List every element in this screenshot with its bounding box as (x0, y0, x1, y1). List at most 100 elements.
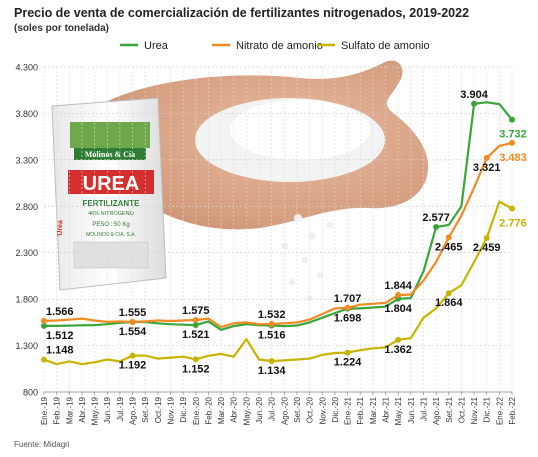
x-tick-label: Mar.-20 (217, 396, 226, 424)
data-label: 1.192 (119, 360, 147, 372)
data-label: 1.134 (258, 365, 286, 377)
data-label: 3.483 (499, 152, 527, 164)
legend-label: Urea (144, 40, 169, 52)
x-tick-label: Mar.-21 (369, 396, 378, 424)
data-label: 1.532 (258, 309, 286, 321)
data-labels: 1.512 1.554 1.521 1.516 1.698 1.804 2.577 3.904… (46, 89, 527, 377)
chart-subtitle: (soles por tonelada) (14, 23, 110, 34)
data-label: 1.707 (334, 293, 362, 305)
series-line-nitrato-de-amonio (43, 141, 513, 329)
x-tick-label: Ene.-19 (40, 396, 49, 425)
x-tick-label: Dic.-19 (179, 396, 188, 422)
bag-product: UREA (83, 173, 140, 195)
bag-side-label: Urea (57, 220, 65, 236)
data-label: 3.732 (499, 129, 527, 141)
data-label: 1.864 (435, 297, 463, 309)
series-line-urea (44, 101, 513, 331)
x-tick-label: Oct.-21 (457, 396, 466, 423)
x-tick-label: Feb.-20 (204, 396, 213, 424)
data-point (41, 317, 47, 324)
y-tick-label: 800 (23, 388, 38, 398)
chart-title: Precio de venta de comercialización de f… (14, 6, 470, 20)
data-point (268, 357, 275, 364)
data-point (395, 336, 402, 343)
y-tick-label: 1.800 (15, 295, 38, 305)
x-tick-label: Feb.-21 (356, 396, 365, 424)
data-label: 3.904 (460, 89, 488, 101)
bag-type: FERTILIZANTE (83, 199, 141, 208)
bag-importer: MOLINOS & CIA. S.A. (86, 232, 136, 238)
data-point (41, 322, 47, 329)
data-point (344, 304, 351, 311)
x-tick-label: Abr.-21 (382, 396, 391, 422)
x-tick-label: Set.-21 (445, 396, 454, 422)
x-tick-label: Dic.-21 (483, 396, 492, 422)
y-tick-label: 3.800 (15, 109, 38, 119)
x-tick-label: Feb.-19 (53, 396, 62, 424)
data-label: 1.804 (384, 303, 412, 315)
y-axis: 800 1.300 1.800 2.300 2.800 3.300 3.800 4.300 (15, 63, 38, 398)
data-label: 1.521 (182, 329, 210, 341)
x-tick-label: May.-20 (242, 396, 251, 425)
data-label: 1.362 (384, 344, 412, 356)
x-tick-label: Set.-19 (141, 396, 150, 422)
source-note: Fuente: Midagri (14, 440, 70, 449)
data-point (268, 321, 275, 328)
data-point (483, 234, 490, 241)
data-point (344, 349, 351, 356)
x-tick-label: Mar.-19 (65, 396, 74, 424)
x-tick-label: Ago.-20 (280, 396, 289, 425)
data-point (41, 356, 47, 363)
y-tick-label: 2.800 (15, 202, 38, 212)
y-tick-label: 3.300 (15, 155, 38, 165)
data-point (509, 205, 515, 212)
x-tick-label: Oct.-20 (306, 396, 315, 423)
data-point (129, 352, 136, 359)
data-label: 2.577 (422, 212, 450, 224)
x-tick-label: Jun.-21 (407, 396, 416, 423)
data-point (395, 292, 402, 299)
data-label: 3.321 (473, 162, 501, 174)
x-tick-label: Jul.-20 (268, 396, 277, 421)
data-point (192, 322, 199, 329)
x-tick-label: Nov.-19 (166, 396, 175, 424)
data-label: 1.148 (46, 345, 74, 357)
data-point (509, 116, 515, 123)
legend: Urea Nitrato de amonio Sulfato de amonio (120, 40, 430, 52)
y-tick-label: 4.300 (15, 63, 38, 73)
data-label: 1.554 (119, 326, 147, 338)
x-tick-label: Ago.-21 (432, 396, 441, 425)
x-tick-label: Jul.-19 (116, 396, 125, 421)
bag-weight: PESO : 50 Kg (92, 222, 129, 228)
data-label: 1.512 (46, 330, 74, 342)
data-label: 1.844 (384, 280, 412, 292)
data-point (471, 100, 478, 107)
x-tick-label: Abr.-19 (78, 396, 87, 422)
x-tick-label: Nov.-20 (318, 396, 327, 424)
x-tick-label: Dic.-20 (331, 396, 340, 422)
data-point (483, 154, 490, 161)
data-label: 1.566 (46, 306, 74, 318)
x-tick-label: Jul.-21 (419, 396, 428, 421)
data-label: 1.224 (334, 357, 362, 369)
series-line-sulfato-de-amonio (43, 200, 513, 366)
fertilizer-bag-illustration: Molinos & Cía UREA FERTILIZANTE 46% NITR… (51, 97, 167, 291)
data-point (129, 318, 136, 325)
data-point (445, 234, 452, 241)
x-tick-label: Ene.-20 (192, 396, 201, 425)
data-label: 1.152 (182, 363, 210, 375)
bag-brand: Molinos & Cía (85, 150, 135, 159)
x-tick-label: Abr.-20 (230, 396, 239, 422)
x-tick-label: Oct.-19 (154, 396, 163, 423)
data-label: 1.555 (119, 307, 147, 319)
x-tick-label: Jun.-20 (255, 396, 264, 423)
x-tick-label: May.-19 (91, 396, 100, 425)
data-label: 1.575 (182, 305, 210, 317)
x-tick-label: Ene.-22 (495, 396, 504, 425)
x-tick-label: Jun.-19 (103, 396, 112, 423)
x-tick-label: Ene.-21 (344, 396, 353, 425)
x-tick-label: Feb.-22 (508, 396, 517, 424)
data-label: 2.465 (435, 241, 463, 253)
x-tick-label: Ago.-19 (129, 396, 138, 425)
